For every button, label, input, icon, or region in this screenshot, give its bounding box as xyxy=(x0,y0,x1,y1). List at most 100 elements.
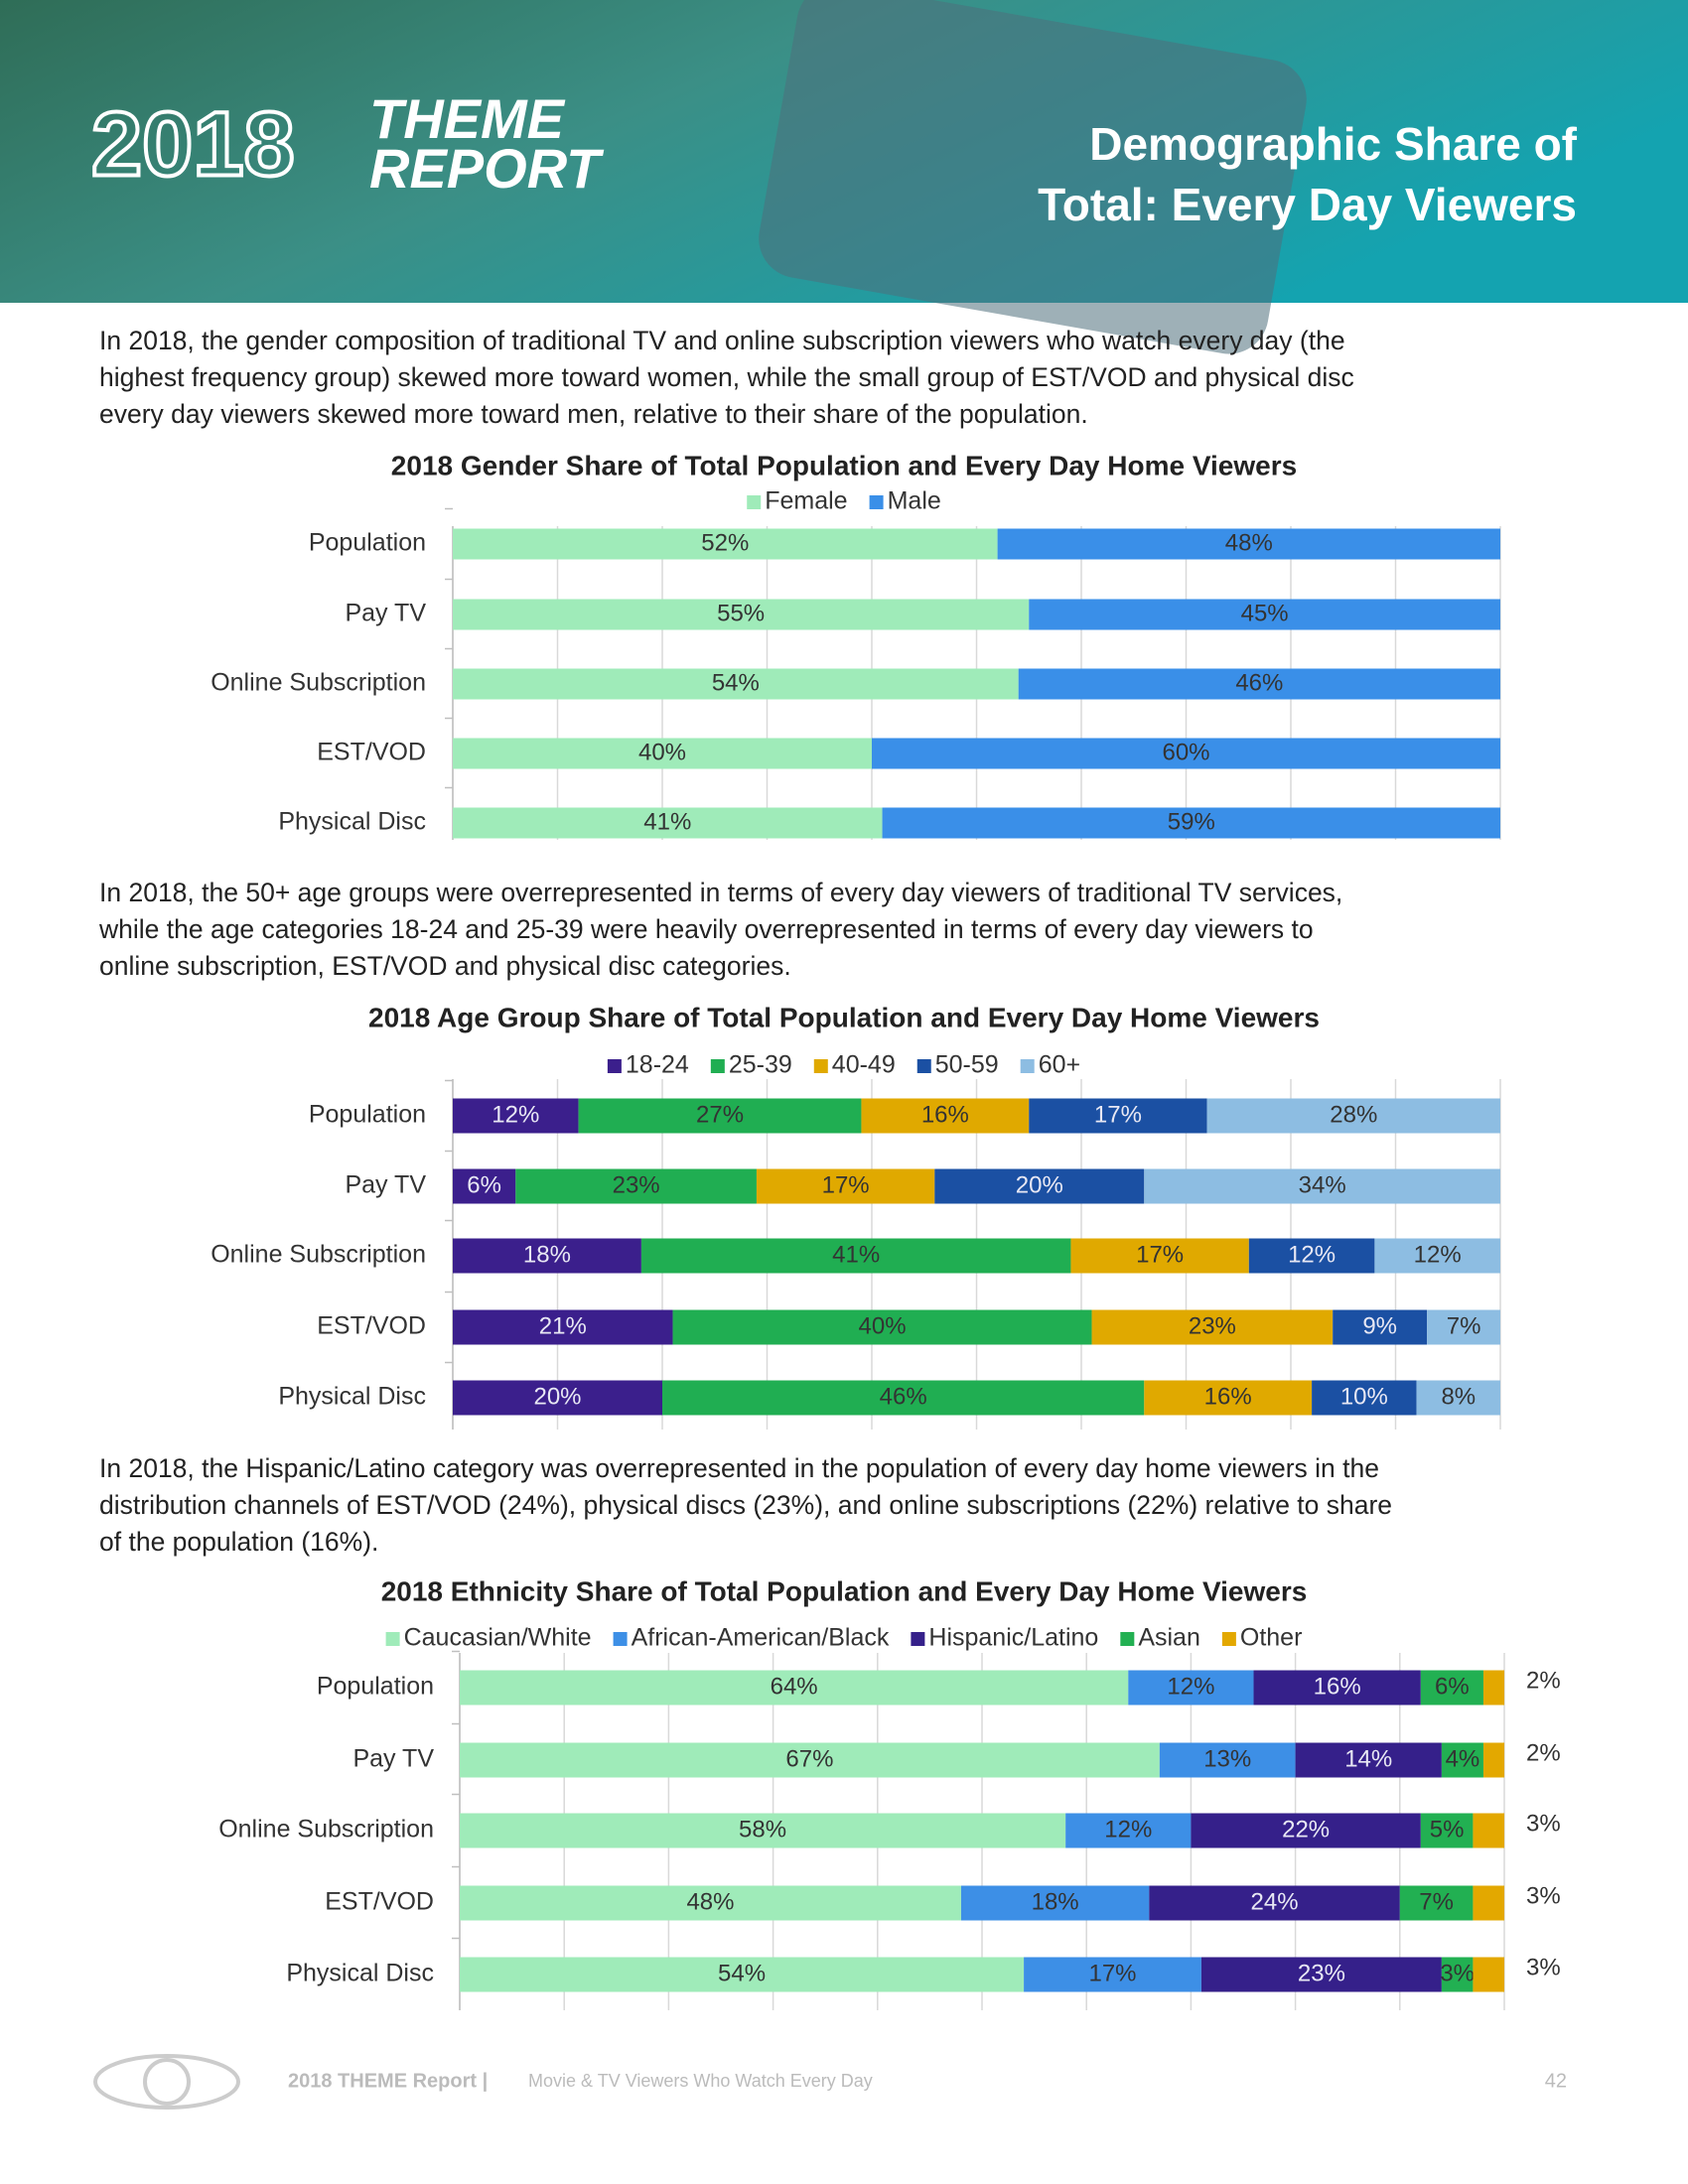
bar-segment xyxy=(756,1168,935,1204)
bar-segment xyxy=(1065,1813,1192,1848)
value-label: 41% xyxy=(643,808,691,835)
value-label: 13% xyxy=(1203,1745,1251,1772)
bar-segment xyxy=(1312,1380,1417,1416)
bar-segment xyxy=(453,738,872,769)
bar-segment xyxy=(1374,1238,1500,1274)
bar-segment xyxy=(453,807,883,839)
value-label: 17% xyxy=(1094,1101,1142,1128)
bar-segment xyxy=(1416,1380,1500,1416)
category-label: EST/VOD xyxy=(317,739,426,766)
bar-segment xyxy=(453,599,1030,630)
page-number: 42 xyxy=(1545,2070,1567,2092)
legend-label: Caucasian/White xyxy=(404,1624,592,1652)
value-label: 58% xyxy=(739,1816,786,1843)
bar-segment xyxy=(1473,1885,1504,1921)
bar-segment xyxy=(1191,1813,1421,1848)
bar-segment xyxy=(453,668,1019,700)
paragraph-line: In 2018, the 50+ age groups were overrep… xyxy=(99,878,1342,907)
bar-segment xyxy=(1144,1168,1500,1204)
value-label: 12% xyxy=(1167,1673,1214,1700)
bar-segment xyxy=(1024,1957,1201,1992)
logo-word: THEME xyxy=(369,87,566,150)
bar-segment xyxy=(640,1238,1071,1274)
legend: Female Male xyxy=(747,487,941,515)
paragraph-line: In 2018, the Hispanic/Latino category wa… xyxy=(99,1453,1379,1483)
value-label: 2% xyxy=(1526,1739,1561,1766)
value-label: 7% xyxy=(1419,1888,1454,1915)
footer-logo xyxy=(143,2058,191,2106)
footer-logo xyxy=(93,2054,240,2110)
bar-segment xyxy=(515,1168,757,1204)
value-label: 12% xyxy=(1288,1241,1336,1268)
value-label: 67% xyxy=(785,1745,833,1772)
paragraph-line: while the age categories 18-24 and 25-39… xyxy=(98,914,1314,944)
logo-year: 2018 xyxy=(91,93,295,195)
category-label: EST/VOD xyxy=(317,1312,426,1340)
value-label: 23% xyxy=(1189,1312,1236,1339)
paragraph-line: distribution channels of EST/VOD (24%), … xyxy=(99,1490,1392,1520)
footer-label: 2018 THEME Report | xyxy=(288,2070,488,2092)
category-label: Pay TV xyxy=(352,1745,434,1773)
bar-segment xyxy=(1091,1309,1334,1345)
category-label: Population xyxy=(317,1673,434,1701)
category-label: EST/VOD xyxy=(325,1888,434,1916)
value-label: 21% xyxy=(539,1312,587,1339)
legend-label: 60+ xyxy=(1039,1051,1080,1079)
legend-label: Hispanic/Latino xyxy=(928,1624,1098,1652)
bar-segment xyxy=(1029,599,1500,630)
value-label: 23% xyxy=(613,1171,660,1198)
footer: 2018 THEME Report | Movie & TV Viewers W… xyxy=(93,2054,1567,2110)
bar-segment xyxy=(453,1098,579,1134)
legend-label: Other xyxy=(1240,1624,1303,1652)
value-label: 17% xyxy=(1088,1960,1136,1986)
category-label: Online Subscription xyxy=(218,1816,434,1843)
paragraph-line: highest frequency group) skewed more tow… xyxy=(99,362,1354,392)
value-label: 60% xyxy=(1162,739,1209,765)
legend-swatch xyxy=(747,495,762,509)
bar-segment xyxy=(460,1885,961,1921)
logo-word: REPORT xyxy=(369,137,605,200)
value-label: 46% xyxy=(880,1383,927,1410)
category-label: Physical Disc xyxy=(278,1383,426,1411)
bar-segment xyxy=(1295,1742,1442,1778)
legend-swatch xyxy=(1120,1632,1135,1646)
value-label: 12% xyxy=(1414,1241,1462,1268)
value-label: 17% xyxy=(1136,1241,1184,1268)
value-label: 20% xyxy=(533,1383,581,1410)
value-label: 64% xyxy=(771,1673,818,1700)
bar-segment xyxy=(672,1309,1092,1345)
value-label: 20% xyxy=(1016,1171,1063,1198)
bar-segment xyxy=(453,528,998,560)
paragraph-line: In 2018, the gender composition of tradi… xyxy=(99,326,1345,355)
category-label: Pay TV xyxy=(345,1171,426,1199)
value-label: 40% xyxy=(638,739,686,765)
legend-label: Male xyxy=(888,487,941,515)
bar-segment xyxy=(1070,1238,1249,1274)
category-label: Physical Disc xyxy=(278,808,426,836)
bar-segment xyxy=(460,1742,1160,1778)
value-label: 52% xyxy=(701,529,749,556)
value-label: 27% xyxy=(696,1101,744,1128)
bar-segment xyxy=(453,1380,662,1416)
value-label: 16% xyxy=(921,1101,969,1128)
bar-segment xyxy=(1144,1380,1313,1416)
value-label: 7% xyxy=(1447,1312,1481,1339)
legend-swatch xyxy=(916,1059,931,1073)
header-title: Total: Every Day Viewers xyxy=(1038,179,1577,230)
bar-segment xyxy=(453,1168,516,1204)
value-label: 45% xyxy=(1241,600,1289,626)
value-label: 46% xyxy=(1235,669,1283,696)
chart-title: 2018 Age Group Share of Total Population… xyxy=(368,1002,1320,1032)
value-label: 3% xyxy=(1526,1810,1561,1837)
value-label: 8% xyxy=(1441,1383,1476,1410)
value-label: 12% xyxy=(1104,1816,1152,1843)
bar-segment xyxy=(1441,1742,1483,1778)
legend-swatch xyxy=(911,1632,925,1646)
value-label: 3% xyxy=(1440,1960,1475,1986)
bar-segment xyxy=(1473,1813,1504,1848)
bar-segment xyxy=(1253,1670,1421,1706)
remote-image xyxy=(759,0,1307,354)
value-label: 59% xyxy=(1168,808,1215,835)
legend-label: 40-49 xyxy=(832,1051,896,1079)
